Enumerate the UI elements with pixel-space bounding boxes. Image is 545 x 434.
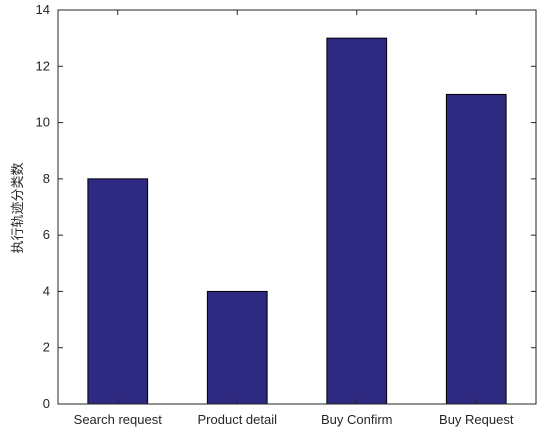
x-tick-label: Search request: [74, 412, 163, 427]
y-tick-label: 0: [43, 396, 50, 411]
bar-product-detail: [206, 290, 268, 405]
bar-buy-request: [445, 93, 507, 405]
y-tick-label: 14: [36, 2, 50, 17]
y-tick-label: 8: [43, 171, 50, 186]
bar-search-request: [87, 178, 149, 405]
y-tick-label: 10: [36, 115, 50, 130]
y-tick-label: 6: [43, 227, 50, 242]
y-tick-label: 12: [36, 58, 50, 73]
bar-buy-confirm: [326, 37, 388, 405]
axes-layer: 0 2 4 6 8 10 12 14 Search request Product detail B…: [36, 2, 537, 427]
y-tick-label: 2: [43, 340, 50, 355]
bars-layer: [87, 37, 507, 405]
x-tick-label: Product detail: [198, 412, 278, 427]
x-tick-label: Buy Confirm: [321, 412, 393, 427]
y-axis-label: 执行轨迹分类数: [10, 162, 25, 253]
y-tick-label: 4: [43, 283, 50, 298]
plot-frame: [57, 9, 537, 405]
x-tick-label: Buy Request: [439, 412, 514, 427]
